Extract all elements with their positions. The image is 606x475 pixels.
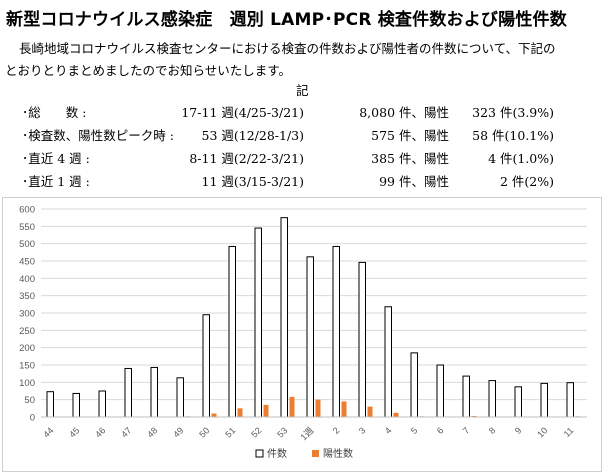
y-tick-label: 550 <box>19 222 35 233</box>
summary-label: ･検査数、陽性数ピーク時 : <box>22 128 174 143</box>
y-tick-label: 350 <box>19 291 35 302</box>
x-tick-label: 47 <box>119 425 133 439</box>
summary-period: 53 週(12/28-1/3) <box>201 128 305 143</box>
summary-period: 8-11 週(2/22-3/21) <box>189 151 304 166</box>
y-tick-label: 600 <box>19 205 35 216</box>
bar-positive-count <box>471 415 477 417</box>
summary-row-peak: ･検査数、陽性数ピーク時 : 53 週(12/28-1/3) 575 件、陽性 … <box>0 125 606 145</box>
bar-test-count <box>462 375 470 418</box>
bar-test-count <box>436 364 444 418</box>
x-tick-label: 5 <box>409 425 420 436</box>
bar-test-count <box>202 314 210 418</box>
y-tick-label: 100 <box>19 378 35 389</box>
bar-test-count <box>98 390 106 418</box>
intro-text: 長崎地域コロナウイルス検査センターにおける検査の件数および陽性者の件数について、… <box>5 38 603 82</box>
summary-label: ･総 数 : <box>22 105 87 120</box>
chart-container: 0 50 100 150 200 250 300 350 400 450 500 550 600 44 45… <box>2 197 602 472</box>
summary-count: 8,080 件、陽性 <box>359 105 449 120</box>
x-tick-label: 52 <box>249 425 263 439</box>
bar-test-count <box>540 382 548 418</box>
y-tick-label: 400 <box>19 274 35 285</box>
bar-test-count <box>254 227 262 418</box>
x-tick-label: 9 <box>513 425 524 436</box>
summary-row-recent-1-week: ･直近 1 週 : 11 週(3/15-3/21) 99 件、陽性 2 件(2%… <box>0 171 606 191</box>
page-title: 新型コロナウイルス感染症 週別 LAMP･PCR 検査件数および陽性件数 <box>6 10 567 30</box>
bar-positive-count <box>315 399 321 417</box>
bar-positive-count <box>211 413 217 417</box>
x-tick-label: 51 <box>223 425 237 439</box>
bar-test-count <box>124 367 132 418</box>
summary-count: 385 件、陽性 <box>371 151 449 166</box>
bar-test-count <box>332 245 340 418</box>
bar-test-count <box>384 306 392 418</box>
summary-period: 17-11 週(4/25-3/21) <box>181 105 304 120</box>
bar-test-count <box>280 217 288 418</box>
x-tick-label: 2 <box>331 425 342 436</box>
bar-test-count <box>228 245 236 418</box>
bar-test-count <box>46 391 54 418</box>
x-tick-label: 53 <box>275 425 289 439</box>
intro-line-1: 長崎地域コロナウイルス検査センターにおける検査の件数および陽性者の件数について、… <box>19 41 556 56</box>
y-tick-label: 500 <box>19 239 35 250</box>
y-tick-label: 150 <box>19 361 35 372</box>
x-tick-label: 6 <box>435 425 446 436</box>
legend-swatch-positive <box>312 450 319 457</box>
x-tick-label: 45 <box>67 425 81 439</box>
summary-count: 99 件、陽性 <box>379 174 449 189</box>
bar-test-count <box>488 380 496 418</box>
summary-label: ･直近 4 週 : <box>22 151 90 166</box>
y-tick-label: 250 <box>19 326 35 337</box>
summary-positive: 4 件(1.0%) <box>488 151 554 166</box>
x-tick-label: 8 <box>487 425 498 436</box>
x-tick-label: 1週 <box>298 425 315 442</box>
x-tick-label: 7 <box>461 425 472 436</box>
summary-count: 575 件、陽性 <box>371 128 449 143</box>
bar-test-count <box>514 386 522 418</box>
summary-positive: 2 件(2%) <box>499 174 554 189</box>
bar-test-count <box>566 382 574 418</box>
bar-positive-count <box>263 404 269 417</box>
summary-label: ･直近 1 週 : <box>22 174 90 189</box>
y-tick-label: 450 <box>19 257 35 268</box>
summary-row-recent-4-weeks: ･直近 4 週 : 8-11 週(2/22-3/21) 385 件、陽性 4 件… <box>0 148 606 168</box>
legend-swatch-test-count <box>255 449 264 458</box>
summary-row-total: ･総 数 : 17-11 週(4/25-3/21) 8,080 件、陽性 323… <box>0 102 606 122</box>
bar-positive-count <box>341 401 347 417</box>
summary-positive: 58 件(10.1%) <box>472 128 554 143</box>
bar-test-count <box>72 392 80 418</box>
intro-line-2: とおりとりまとめましたのでお知らせいたします。 <box>5 63 292 78</box>
legend-label-test-count: 件数 <box>267 447 287 460</box>
bar-positive-count <box>289 396 295 417</box>
x-tick-label: 44 <box>41 425 55 439</box>
summary-positive: 323 件(3.9%) <box>472 105 554 120</box>
bar-test-count <box>150 366 158 418</box>
bar-test-count <box>410 352 418 418</box>
y-tick-label: 300 <box>19 309 35 320</box>
bar-test-count <box>176 377 184 418</box>
bar-test-count <box>306 256 314 418</box>
legend-label-positive: 陽性数 <box>323 447 353 460</box>
y-tick-label: 50 <box>24 395 35 406</box>
y-tick-label: 200 <box>19 343 35 354</box>
x-tick-label: 4 <box>383 425 394 436</box>
x-tick-label: 50 <box>197 425 211 439</box>
bar-positive-count <box>367 406 373 417</box>
bar-positive-count <box>393 412 399 417</box>
x-tick-label: 46 <box>93 425 107 439</box>
x-tick-label: 11 <box>562 425 576 439</box>
summary-period: 11 週(3/15-3/21) <box>201 174 305 189</box>
x-tick-label: 49 <box>171 425 185 439</box>
ki-heading: 記 <box>296 83 309 98</box>
bar-test-count <box>358 261 366 418</box>
x-tick-label: 3 <box>357 425 368 436</box>
bar-positive-count <box>237 408 243 417</box>
x-tick-label: 48 <box>145 425 159 439</box>
x-tick-label: 10 <box>535 425 549 439</box>
y-tick-label: 0 <box>30 413 35 424</box>
